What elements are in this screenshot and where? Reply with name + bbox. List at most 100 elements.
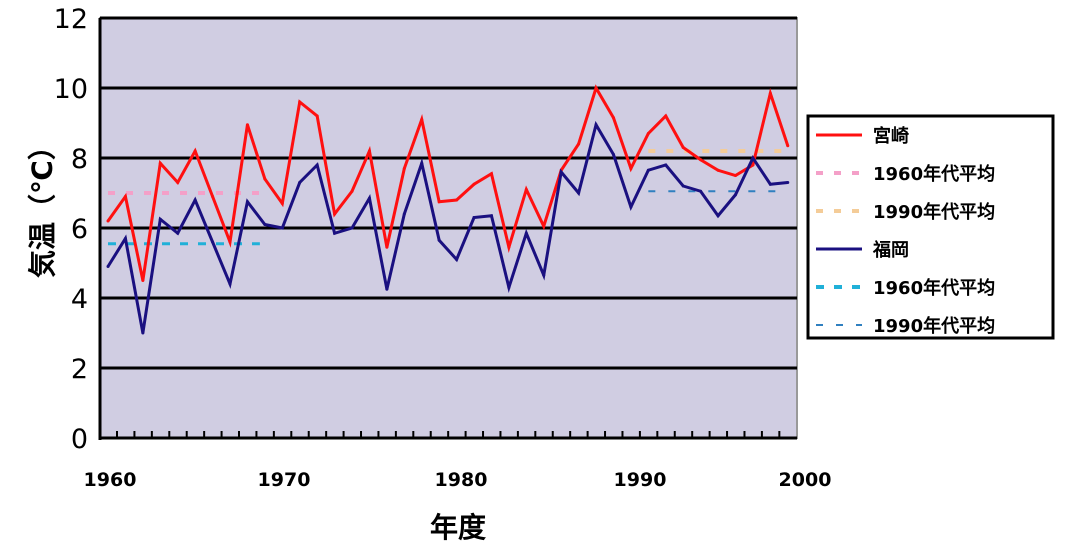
data-point [594, 86, 598, 90]
y-axis-title: 気温（℃） [26, 132, 59, 278]
data-point [141, 331, 145, 335]
data-point [245, 123, 249, 127]
data-point [211, 240, 215, 244]
x-tick-label: 1980 [435, 469, 488, 491]
data-point [315, 114, 319, 118]
data-point [158, 217, 162, 221]
data-point [385, 287, 389, 291]
y-tick-label: 8 [71, 144, 88, 175]
data-point [699, 158, 703, 162]
data-point [402, 167, 406, 170]
data-point [123, 237, 127, 240]
data-point [646, 132, 650, 135]
legend-label: 1990年代平均 [873, 201, 995, 223]
x-tick-label: 1990 [614, 469, 667, 491]
data-point [646, 168, 650, 172]
data-point [141, 279, 145, 282]
data-point [455, 198, 459, 202]
data-point [106, 265, 110, 268]
data-point [629, 167, 633, 170]
x-tick-label: 2000 [779, 469, 832, 491]
data-point [350, 226, 354, 230]
data-point [402, 212, 406, 216]
data-point [577, 142, 581, 146]
data-point [611, 116, 615, 120]
data-point [280, 226, 284, 230]
data-point [263, 177, 267, 181]
y-tick-label: 12 [54, 4, 88, 35]
data-point [420, 118, 424, 121]
data-point [333, 231, 337, 235]
data-point [716, 168, 720, 172]
data-point [298, 181, 302, 184]
data-point [385, 245, 389, 249]
data-point [629, 205, 633, 209]
data-point [786, 181, 790, 184]
data-point [420, 161, 424, 165]
data-point [193, 149, 197, 153]
legend-label: 宮崎 [873, 125, 909, 147]
data-point [211, 195, 215, 198]
series-line [106, 120, 788, 334]
data-point [228, 282, 232, 286]
y-tick-label: 2 [71, 354, 88, 385]
data-point [437, 200, 441, 204]
data-point [489, 214, 493, 218]
data-point [733, 193, 737, 197]
data-point [489, 172, 493, 176]
legend-label: 福岡 [872, 239, 909, 261]
legend-label: 1990年代平均 [873, 315, 995, 337]
data-point [542, 273, 546, 277]
data-point [751, 163, 755, 167]
data-point [542, 224, 546, 228]
data-point [559, 170, 563, 174]
data-point [681, 184, 685, 188]
legend-label: 1960年代平均 [873, 277, 995, 299]
data-point [524, 188, 528, 191]
data-point [437, 238, 441, 242]
y-tick-label: 6 [71, 214, 88, 245]
data-point [611, 153, 615, 156]
data-point [733, 174, 737, 177]
data-point [158, 161, 162, 165]
series-line [106, 84, 790, 281]
data-point [786, 144, 790, 148]
y-tick-label: 0 [71, 424, 88, 455]
data-point [507, 245, 511, 249]
data-point [577, 191, 581, 195]
data-point [245, 200, 249, 204]
data-point [472, 182, 476, 186]
data-point [664, 163, 668, 167]
data-point [263, 223, 267, 226]
data-point [367, 196, 371, 200]
data-point [751, 156, 755, 160]
data-point [367, 149, 371, 153]
data-point [123, 195, 127, 198]
x-axis-title: 年度 [430, 511, 486, 544]
data-point [699, 189, 703, 193]
data-point [681, 146, 685, 149]
data-point [524, 231, 528, 235]
data-point [176, 181, 180, 184]
data-point [280, 202, 284, 205]
data-point [193, 198, 197, 202]
data-point [472, 216, 476, 219]
data-point [594, 123, 598, 127]
data-point [315, 163, 319, 167]
data-point [716, 214, 720, 218]
data-point [768, 182, 772, 186]
data-point [228, 240, 232, 244]
data-point [350, 189, 354, 193]
legend-label: 1960年代平均 [873, 163, 995, 185]
data-point [768, 91, 772, 95]
x-tick-label: 1960 [84, 469, 137, 491]
data-point [455, 258, 459, 261]
data-point [507, 286, 511, 289]
data-point [664, 114, 668, 118]
data-point [298, 100, 302, 104]
data-point [106, 219, 110, 223]
data-point [176, 231, 180, 235]
data-point [333, 212, 337, 216]
